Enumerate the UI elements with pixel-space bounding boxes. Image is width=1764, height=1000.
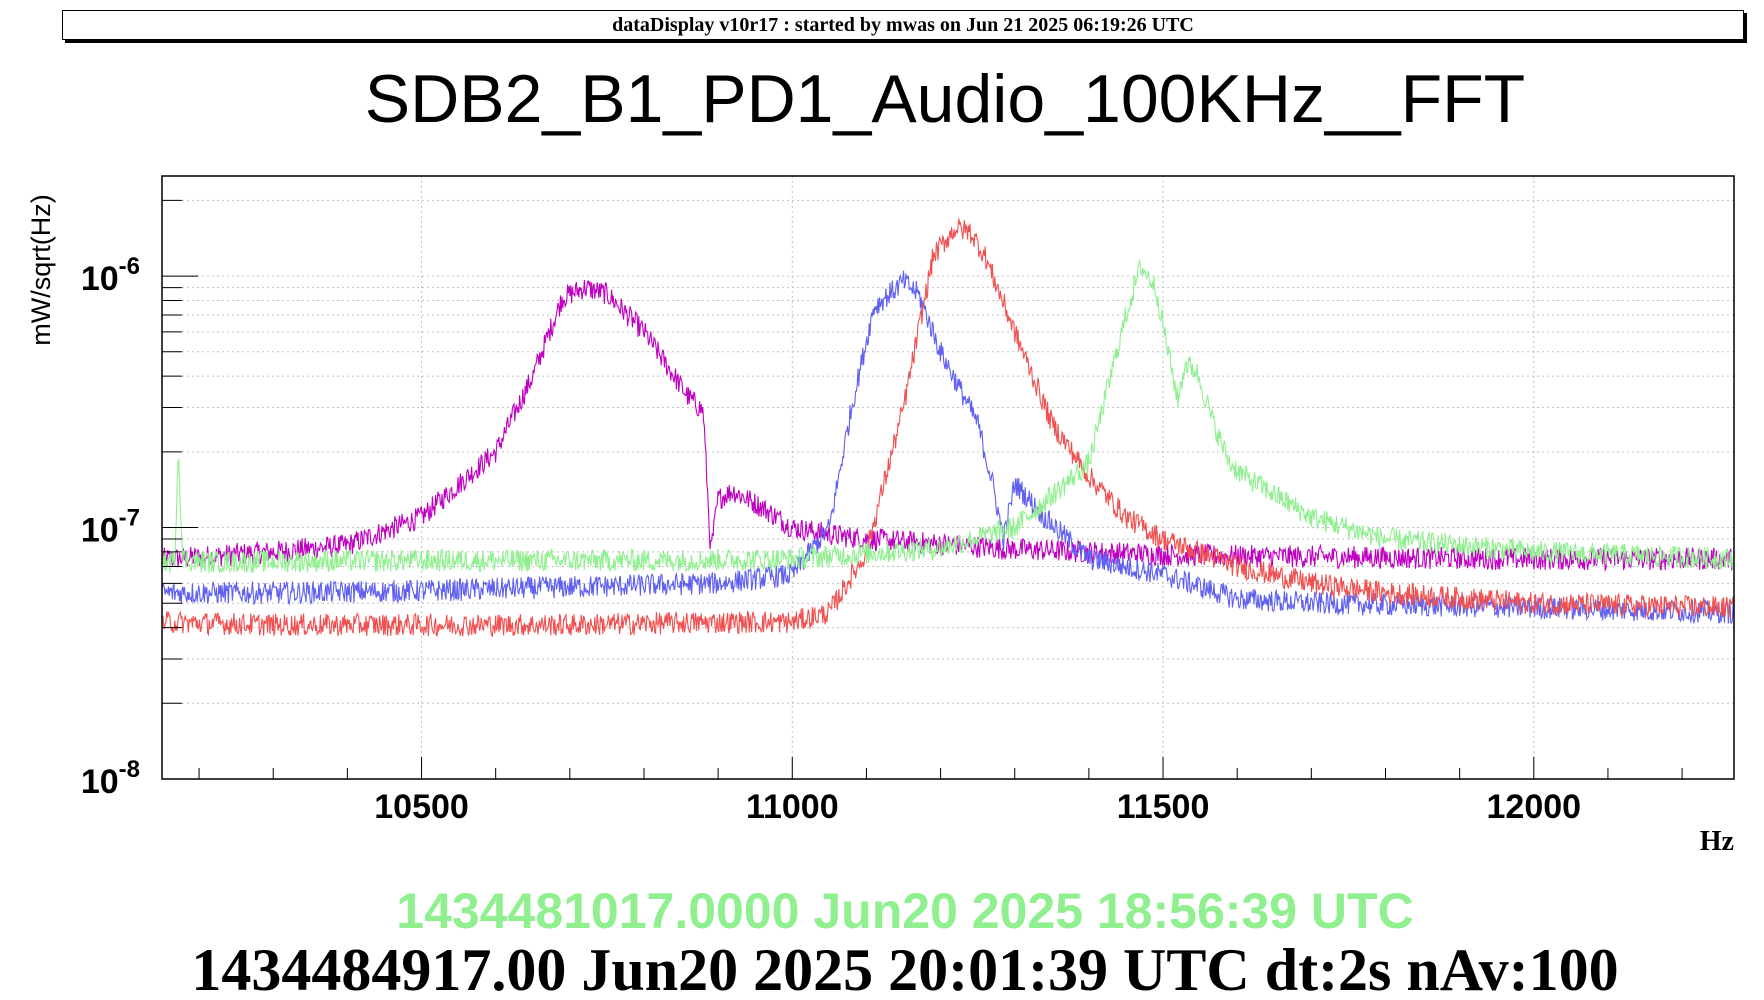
x-tick-label: 10500 — [374, 788, 469, 826]
plot-traces — [161, 218, 1735, 638]
spectrum-trace-4 — [161, 259, 1735, 574]
x-tick-label: 11000 — [746, 788, 839, 826]
title-banner: dataDisplay v10r17 : started by mwas on … — [62, 10, 1744, 40]
plot-ticks — [162, 199, 1683, 780]
spectrum-trace-2 — [161, 270, 1735, 625]
reference-timestamp: 1434481017.0000 Jun20 2025 18:56:39 UTC — [396, 883, 1413, 939]
chart-title: SDB2_B1_PD1_Audio_100KHz__FFT — [365, 61, 1525, 137]
spectrum-trace-1 — [161, 279, 1735, 573]
measurement-timestamp: 1434484917.00 Jun20 2025 20:01:39 UTC dt… — [191, 937, 1618, 1000]
x-tick-label: 11500 — [1117, 788, 1210, 826]
x-axis-label: Hz — [1700, 826, 1734, 857]
plot-frame — [161, 175, 1735, 780]
y-tick-label: 10-8 — [81, 756, 140, 801]
spectrum-trace-3 — [161, 218, 1735, 638]
plot-grid — [162, 176, 1734, 780]
x-tick-label: 12000 — [1487, 788, 1582, 826]
plot-labels: 10500 11000 11500 12000 10-8 10-7 10-6 — [81, 253, 1581, 826]
y-axis-label: mW/sqrt(Hz) — [26, 194, 56, 345]
y-tick-label: 10-6 — [81, 253, 140, 298]
y-tick-label: 10-7 — [81, 505, 140, 550]
